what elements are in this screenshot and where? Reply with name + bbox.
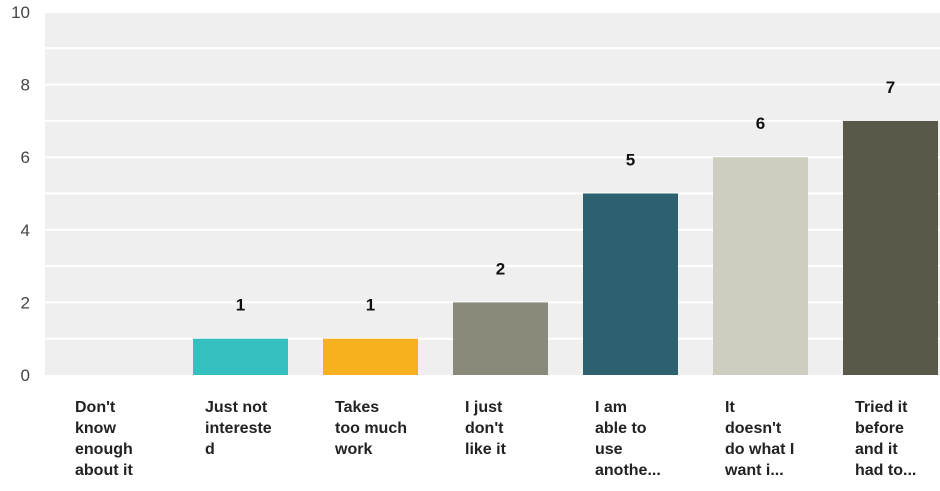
x-category-label-line: I just bbox=[465, 399, 503, 416]
x-category-label-line: intereste bbox=[205, 420, 272, 437]
x-category-label-line: Tried it bbox=[855, 399, 908, 416]
x-category-label-line: use bbox=[595, 441, 623, 458]
bar bbox=[583, 193, 678, 375]
data-label: 6 bbox=[756, 114, 765, 133]
y-tick-label: 2 bbox=[21, 293, 30, 312]
data-label: 1 bbox=[366, 296, 375, 315]
y-tick-label: 0 bbox=[21, 366, 30, 385]
x-category-label-line: Just not bbox=[205, 399, 268, 416]
y-tick-label: 6 bbox=[21, 148, 30, 167]
y-tick-label: 4 bbox=[21, 221, 30, 240]
x-category-label-line: know bbox=[75, 420, 116, 437]
x-category-label-line: I am bbox=[595, 399, 628, 416]
y-tick-label: 8 bbox=[21, 76, 30, 95]
x-category-label: Don't know enough about it bbox=[75, 397, 170, 481]
x-category-label-line: too much bbox=[335, 420, 407, 437]
x-category-label: It doesn't do what I want i... bbox=[725, 397, 820, 481]
data-label: 7 bbox=[886, 78, 895, 97]
data-label: 1 bbox=[236, 296, 245, 315]
x-category-label-line: want i... bbox=[725, 462, 784, 479]
x-category-label-line: work bbox=[335, 441, 373, 458]
x-category-label-line: do what I bbox=[725, 441, 795, 458]
bar bbox=[323, 338, 418, 375]
x-category-label-line: before bbox=[855, 420, 904, 437]
x-category-label: Takes too much work bbox=[335, 397, 430, 460]
x-category-label: I am able to use anothe... bbox=[595, 397, 690, 481]
x-category-label-line: It bbox=[725, 399, 735, 416]
x-category-label-line: Don't bbox=[75, 399, 116, 416]
x-category-label-line: about it bbox=[75, 462, 133, 479]
x-category-label-line: Takes bbox=[335, 399, 380, 416]
data-label: 2 bbox=[496, 259, 505, 278]
x-category-label-line: anothe... bbox=[595, 462, 661, 479]
bar bbox=[193, 338, 288, 375]
bar bbox=[713, 157, 808, 375]
x-category-label-line: and it bbox=[855, 441, 898, 458]
x-category-label-line: don't bbox=[465, 420, 504, 437]
data-label: 5 bbox=[626, 151, 635, 170]
bar bbox=[453, 302, 548, 375]
x-category-label-line: d bbox=[205, 441, 215, 458]
x-category-label: I just don't like it bbox=[465, 397, 560, 460]
x-category-label: Tried it before and it had to... bbox=[855, 397, 940, 481]
x-category-label-line: doesn't bbox=[725, 420, 782, 437]
x-category-label-line: enough bbox=[75, 441, 133, 458]
x-category-label-line: able to bbox=[595, 420, 647, 437]
x-category-label: Just not intereste d bbox=[205, 397, 300, 460]
bar bbox=[843, 120, 938, 376]
x-category-label-line: had to... bbox=[855, 462, 917, 479]
y-tick-label: 10 bbox=[11, 3, 30, 22]
x-category-label-line: like it bbox=[465, 441, 506, 458]
